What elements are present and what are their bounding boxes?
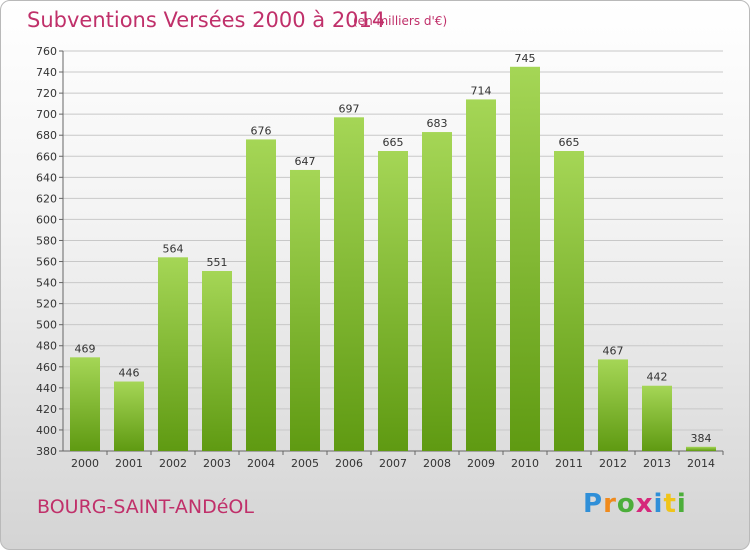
y-tick-label: 560	[36, 256, 57, 269]
bar-value-label: 564	[163, 242, 184, 255]
bar-value-label: 647	[295, 155, 316, 168]
y-tick-label: 420	[36, 403, 57, 416]
y-tick-label: 400	[36, 424, 57, 437]
bar-value-label: 467	[603, 344, 624, 357]
y-tick-label: 600	[36, 213, 57, 226]
x-tick-label: 2009	[467, 457, 495, 470]
y-tick-label: 440	[36, 382, 57, 395]
x-tick-label: 2012	[599, 457, 627, 470]
bar	[202, 271, 232, 451]
logo-letter: P	[583, 489, 604, 519]
x-tick-label: 2007	[379, 457, 407, 470]
bar	[466, 99, 496, 451]
bar	[70, 357, 100, 451]
bar-value-label: 714	[471, 84, 492, 97]
bar	[642, 385, 672, 451]
logo-letter: i	[653, 489, 664, 519]
x-tick-label: 2010	[511, 457, 539, 470]
x-tick-label: 2002	[159, 457, 187, 470]
bar	[554, 151, 584, 451]
logo-letter: i	[676, 489, 687, 519]
y-tick-label: 680	[36, 129, 57, 142]
y-tick-label: 720	[36, 87, 57, 100]
bar	[158, 257, 188, 451]
logo-letter: r	[603, 489, 617, 519]
bar	[114, 381, 144, 451]
bar-layer	[70, 66, 716, 452]
bar	[422, 132, 452, 452]
chart-title: Subventions Versées 2000 à 2014	[27, 8, 386, 32]
y-tick-label: 700	[36, 108, 57, 121]
bar	[290, 169, 320, 451]
bar-value-label: 683	[427, 117, 448, 130]
x-tick-label: 2011	[555, 457, 583, 470]
y-tick-label: 520	[36, 298, 57, 311]
x-tick-label: 2014	[687, 457, 715, 470]
bar	[510, 66, 540, 451]
bar-value-label: 442	[647, 371, 668, 384]
bar-value-label: 745	[515, 52, 536, 65]
proxiti-logo[interactable]: Proxiti	[583, 489, 687, 519]
logo-letter: t	[663, 489, 677, 519]
x-tick-label: 2006	[335, 457, 363, 470]
bar-value-label: 676	[251, 124, 272, 137]
bar	[334, 117, 364, 451]
y-tick-label: 580	[36, 234, 57, 247]
x-tick-label: 2005	[291, 457, 319, 470]
y-tick-label: 540	[36, 277, 57, 290]
x-tick-label: 2001	[115, 457, 143, 470]
commune-name: BOURG-SAINT-ANDéOL	[37, 496, 254, 518]
bar-value-label: 384	[691, 432, 712, 445]
bar-value-label: 665	[559, 136, 580, 149]
bar	[378, 151, 408, 451]
x-tick-label: 2000	[71, 457, 99, 470]
y-tick-label: 480	[36, 340, 57, 353]
bar-value-label: 469	[75, 342, 96, 355]
y-tick-label: 380	[36, 445, 57, 458]
y-tick-label: 660	[36, 150, 57, 163]
bar	[598, 359, 628, 451]
y-tick-label: 460	[36, 361, 57, 374]
x-tick-label: 2013	[643, 457, 671, 470]
bar-value-label: 446	[119, 367, 140, 380]
y-tick-label: 620	[36, 192, 57, 205]
bar-value-label: 665	[383, 136, 404, 149]
chart-subtitle: (en milliers d'€)	[353, 14, 448, 28]
bar	[246, 139, 276, 451]
y-tick-label: 760	[36, 45, 57, 58]
logo-letter: o	[616, 489, 636, 519]
y-tick-label: 640	[36, 171, 57, 184]
y-tick-label: 500	[36, 319, 57, 332]
x-tick-label: 2008	[423, 457, 451, 470]
bar	[686, 446, 716, 451]
y-tick-label: 740	[36, 66, 57, 79]
label-layer: 469 2000 446 2001 564 2002 551 2003 676 2004 647 20…	[71, 52, 715, 470]
bar-value-label: 551	[207, 256, 228, 269]
bar-value-label: 697	[339, 102, 360, 115]
logo-letter: x	[635, 489, 654, 519]
x-tick-label: 2003	[203, 457, 231, 470]
x-tick-label: 2004	[247, 457, 275, 470]
